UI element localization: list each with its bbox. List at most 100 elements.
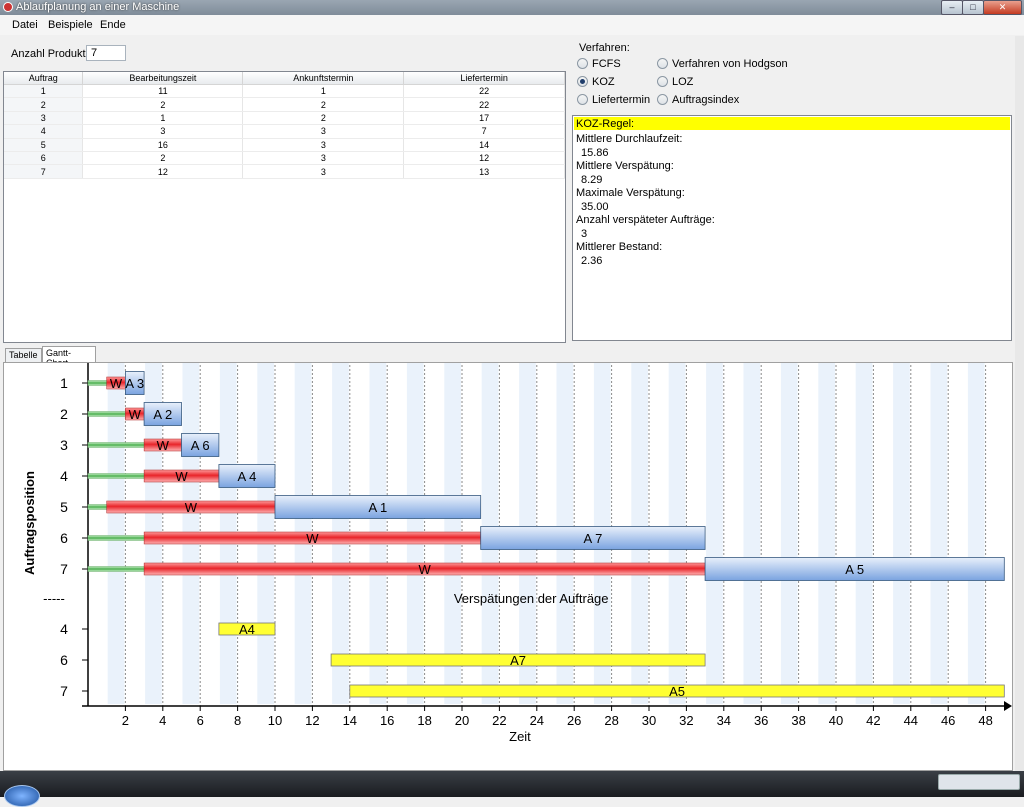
cell[interactable]: 2 <box>4 97 84 112</box>
cell[interactable]: 17 <box>403 111 565 126</box>
x-tick-label: 46 <box>941 713 955 728</box>
x-axis-label: Zeit <box>509 729 531 744</box>
column-header-bearbeitungszeit[interactable]: Bearbeitungszeit <box>82 72 244 85</box>
cell[interactable]: 13 <box>403 164 565 179</box>
cell[interactable]: 12 <box>82 164 244 179</box>
option-hodgson[interactable]: Verfahren von Hodgson <box>672 58 788 70</box>
radio-liefertermin[interactable] <box>577 94 588 105</box>
cell[interactable]: 3 <box>4 111 84 126</box>
x-tick-label: 18 <box>417 713 431 728</box>
cell[interactable]: 5 <box>4 138 84 152</box>
arrival-bar <box>87 535 145 541</box>
process-bar <box>480 526 706 550</box>
x-tick-label: 12 <box>305 713 319 728</box>
close-icon[interactable]: ✕ <box>983 0 1022 15</box>
tab-tabelle[interactable]: Tabelle <box>5 348 42 362</box>
radio-fcfs[interactable] <box>577 58 588 69</box>
metric-label: Anzahl verspäteter Aufträge: <box>576 214 715 226</box>
cell[interactable]: 3 <box>242 124 405 139</box>
radio-koz[interactable] <box>577 76 588 87</box>
taskbar <box>0 771 1024 797</box>
cell[interactable]: 3 <box>82 124 244 139</box>
x-tick-label: 2 <box>122 713 129 728</box>
arrival-bar <box>87 411 126 417</box>
table-row[interactable]: 7 12 3 13 <box>4 164 565 179</box>
cell[interactable]: 7 <box>403 124 565 139</box>
radio-auftragsindex[interactable] <box>657 94 668 105</box>
cell[interactable]: 11 <box>82 84 244 99</box>
metric-label: Mittlere Verspätung: <box>576 160 674 172</box>
table-row[interactable]: 6 2 3 12 <box>4 151 565 166</box>
menu-beispiele[interactable]: Beispiele <box>48 19 93 31</box>
cell[interactable]: 2 <box>82 151 244 166</box>
option-auftragsindex[interactable]: Auftragsindex <box>672 94 740 106</box>
metric-value: 15.86 <box>581 147 609 159</box>
row-position-label: 4 <box>60 468 68 484</box>
app-icon <box>3 2 13 12</box>
cell[interactable]: 6 <box>4 151 84 166</box>
option-fcfs[interactable]: FCFS <box>592 58 621 70</box>
option-liefertermin[interactable]: Liefertermin <box>592 94 651 106</box>
cell[interactable]: 3 <box>242 138 405 152</box>
cell[interactable]: 12 <box>403 151 565 166</box>
cell[interactable]: 1 <box>242 84 405 99</box>
menu-datei[interactable]: Datei <box>12 19 38 31</box>
table-row[interactable]: 3 1 2 17 <box>4 111 565 126</box>
product-count-input[interactable]: 7 <box>86 45 126 61</box>
lateness-label: A4 <box>239 622 255 637</box>
x-tick-label: 34 <box>717 713 731 728</box>
grid-stripe <box>818 363 835 704</box>
zoom-slider[interactable] <box>938 774 1020 790</box>
cell[interactable]: 4 <box>4 124 84 139</box>
start-button[interactable] <box>4 785 40 807</box>
cell[interactable]: 3 <box>242 164 405 179</box>
wait-label: W <box>418 562 431 577</box>
column-header-ankunftstermin[interactable]: Ankunftstermin <box>242 72 405 85</box>
grid-stripe <box>930 363 948 704</box>
option-koz[interactable]: KOZ <box>592 76 615 88</box>
radio-hodgson[interactable] <box>657 58 668 69</box>
section-separator: ----- <box>43 591 65 606</box>
table-row[interactable]: 5 16 3 14 <box>4 138 565 152</box>
x-tick-label: 42 <box>866 713 880 728</box>
column-header-auftrag[interactable]: Auftrag <box>4 72 84 85</box>
grid-stripe <box>743 363 761 704</box>
cell[interactable]: 14 <box>403 138 565 152</box>
row-position-label: 7 <box>60 561 68 577</box>
cell[interactable]: 7 <box>4 164 84 179</box>
process-label: A 7 <box>584 531 603 546</box>
wait-label: W <box>129 407 142 422</box>
title-bar: Ablaufplanung an einer Maschine – □ ✕ <box>0 0 1024 15</box>
metric-value: 2.36 <box>581 255 603 267</box>
cell[interactable]: 1 <box>4 84 84 99</box>
cell[interactable]: 22 <box>403 97 565 112</box>
wait-label: W <box>175 469 188 484</box>
metric-label: Maximale Verspätung: <box>576 187 685 199</box>
cell[interactable]: 16 <box>82 138 244 152</box>
x-tick-label: 32 <box>679 713 693 728</box>
x-tick-label: 30 <box>642 713 656 728</box>
tab-gantt-chart[interactable]: Gantt-Chart <box>42 346 96 368</box>
radio-loz[interactable] <box>657 76 668 87</box>
option-loz[interactable]: LOZ <box>672 76 694 88</box>
x-tick-label: 6 <box>197 713 204 728</box>
menu-ende[interactable]: Ende <box>100 19 126 31</box>
minimize-icon[interactable]: – <box>941 0 963 15</box>
table-row[interactable]: 1 11 1 22 <box>4 84 565 99</box>
cell[interactable]: 3 <box>242 151 405 166</box>
gantt-chart-panel: 2 4 6 8 10 12 14 16 18 20 22 24 26 28 30 32 34 36 38 40 42 44… <box>3 362 1013 771</box>
cell[interactable]: 2 <box>82 97 244 112</box>
vertical-scrollbar[interactable] <box>1015 36 1024 771</box>
table-row[interactable]: 2 2 2 22 <box>4 97 565 112</box>
lateness-label: A7 <box>510 653 526 668</box>
arrival-bar <box>87 504 107 510</box>
cell[interactable]: 2 <box>242 111 405 126</box>
cell[interactable]: 1 <box>82 111 244 126</box>
cell[interactable]: 22 <box>403 84 565 99</box>
column-header-liefertermin[interactable]: Liefertermin <box>403 72 565 85</box>
maximize-icon[interactable]: □ <box>962 0 984 15</box>
x-tick-label: 24 <box>530 713 544 728</box>
results-box[interactable]: KOZ-Regel: Mittlere Durchlaufzeit: 15.86… <box>572 115 1012 341</box>
cell[interactable]: 2 <box>242 97 405 112</box>
